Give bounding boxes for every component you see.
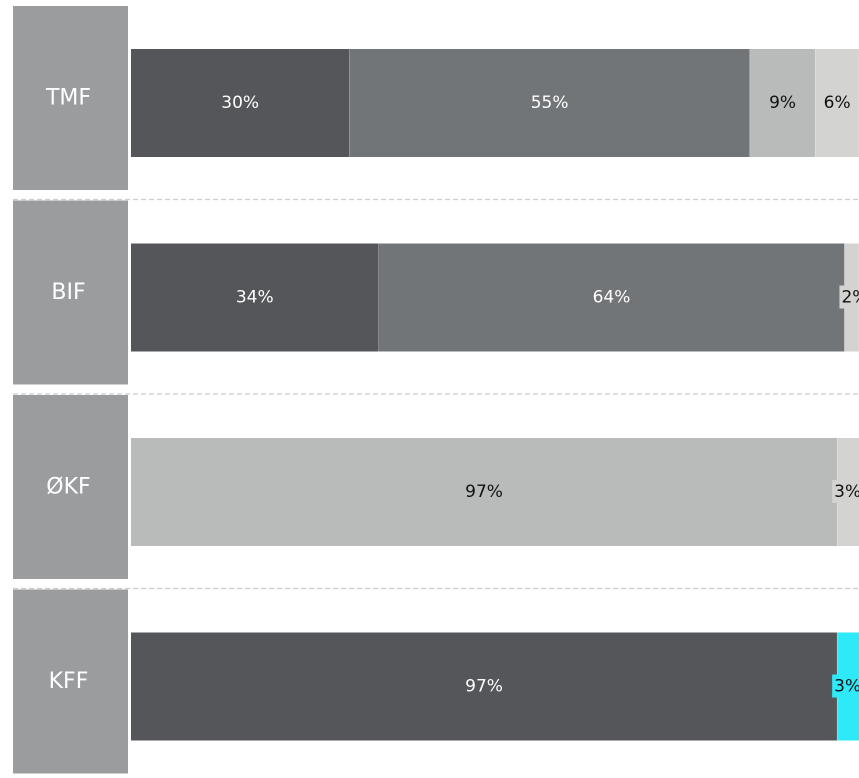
category-band	[13, 589, 128, 774]
segment-label-bif-4: 2%	[841, 288, 859, 308]
category-band	[13, 200, 128, 385]
segment-label-tmf-1: 30%	[221, 93, 259, 113]
segment-label-tmf-4: 6%	[824, 93, 851, 113]
segment-label-bg	[832, 480, 859, 503]
bar-segment-tmf-3	[749, 49, 816, 157]
bar-segment-tmf-4	[815, 49, 859, 157]
bar-segment-bif-2	[378, 243, 845, 352]
bar-segment-tmf-1	[131, 49, 350, 157]
category-label: TMF	[45, 86, 91, 111]
segment-label-kff-5: 3%	[834, 677, 859, 697]
segment-label-tmf-3: 9%	[769, 93, 796, 113]
bar-segment-kff-1	[131, 632, 838, 741]
segment-label-økf-3: 97%	[465, 482, 503, 502]
segment-label-kff-1: 97%	[465, 677, 503, 697]
category-band	[13, 395, 128, 579]
segment-label-tmf-2: 55%	[531, 93, 569, 113]
segment-label-bif-2: 64%	[593, 288, 631, 308]
category-label: ØKF	[46, 475, 90, 500]
category-label: BIF	[51, 280, 85, 305]
segment-label-bif-1: 34%	[236, 288, 274, 308]
segment-label-økf-4: 3%	[834, 482, 859, 502]
category-label: KFF	[49, 669, 89, 694]
bar-segment-økf-3	[131, 438, 838, 546]
segment-label-bg	[832, 674, 859, 698]
bar-segment-bif-1	[131, 243, 379, 352]
category-band	[13, 6, 128, 190]
bar-segment-tmf-2	[349, 49, 750, 157]
segment-label-bg	[839, 285, 859, 309]
